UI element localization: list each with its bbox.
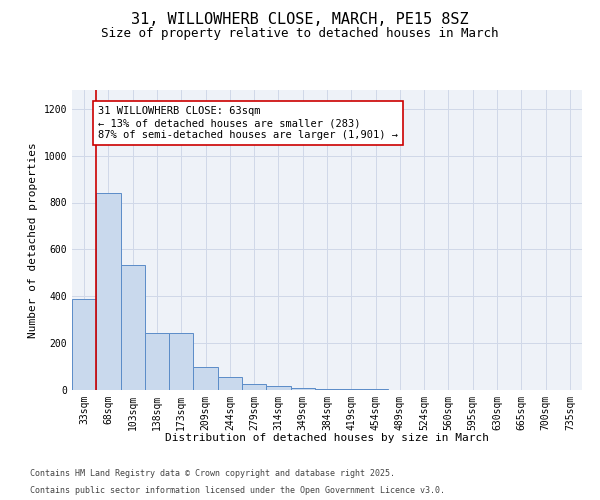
Bar — [145, 332, 169, 390]
X-axis label: Distribution of detached houses by size in March: Distribution of detached houses by size … — [165, 433, 489, 443]
Bar — [290, 388, 315, 390]
Bar — [193, 366, 218, 390]
Bar — [339, 389, 364, 390]
Text: Size of property relative to detached houses in March: Size of property relative to detached ho… — [101, 28, 499, 40]
Bar — [266, 386, 290, 390]
Y-axis label: Number of detached properties: Number of detached properties — [28, 142, 38, 338]
Text: 31, WILLOWHERB CLOSE, MARCH, PE15 8SZ: 31, WILLOWHERB CLOSE, MARCH, PE15 8SZ — [131, 12, 469, 28]
Bar — [242, 384, 266, 390]
Text: 31 WILLOWHERB CLOSE: 63sqm
← 13% of detached houses are smaller (283)
87% of sem: 31 WILLOWHERB CLOSE: 63sqm ← 13% of deta… — [98, 106, 398, 140]
Text: Contains HM Land Registry data © Crown copyright and database right 2025.: Contains HM Land Registry data © Crown c… — [30, 468, 395, 477]
Bar — [315, 388, 339, 390]
Bar — [121, 264, 145, 390]
Bar — [72, 298, 96, 390]
Bar — [218, 377, 242, 390]
Bar — [169, 332, 193, 390]
Bar — [96, 193, 121, 390]
Text: Contains public sector information licensed under the Open Government Licence v3: Contains public sector information licen… — [30, 486, 445, 495]
